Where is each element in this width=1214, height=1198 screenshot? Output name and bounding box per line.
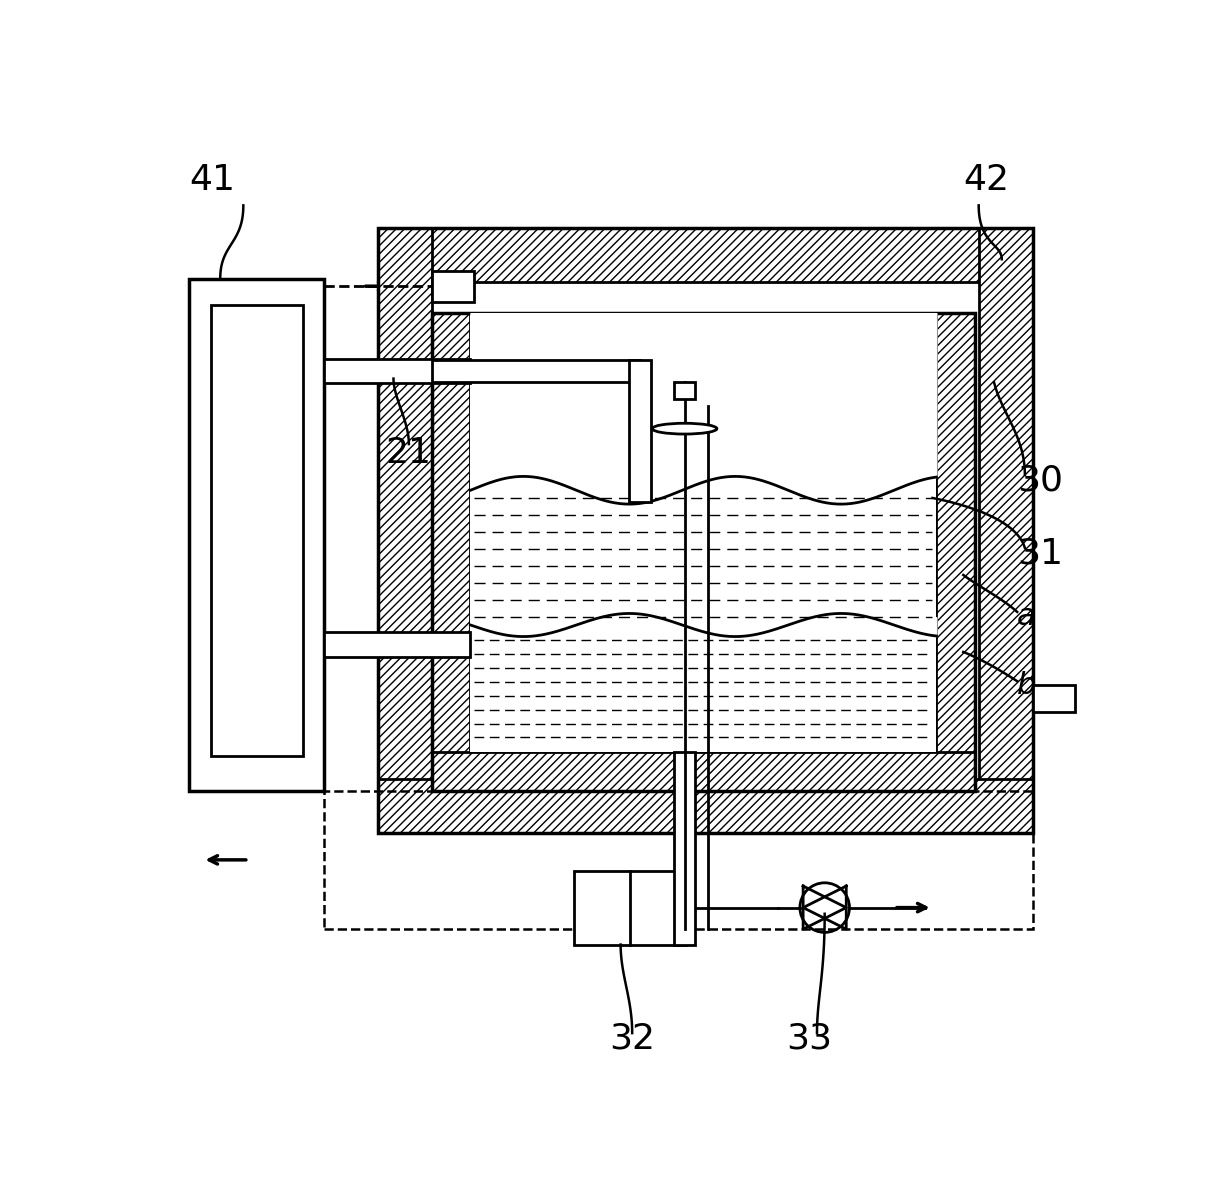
Bar — [432, 283, 978, 779]
Text: 31: 31 — [1017, 537, 1063, 570]
Text: 32: 32 — [609, 1022, 656, 1055]
Bar — [574, 871, 686, 944]
Bar — [324, 791, 1033, 930]
Bar — [432, 313, 975, 791]
Bar — [189, 278, 324, 791]
Bar — [432, 752, 975, 791]
Bar — [432, 313, 471, 791]
Text: 33: 33 — [787, 1022, 832, 1055]
Bar — [211, 305, 302, 756]
Bar — [629, 361, 651, 502]
Bar — [324, 358, 471, 383]
Bar — [1033, 685, 1074, 712]
Bar — [378, 229, 432, 833]
Bar — [674, 752, 696, 944]
Bar — [471, 313, 936, 752]
Bar — [324, 631, 471, 657]
Text: 30: 30 — [1017, 464, 1063, 497]
Text: b: b — [1017, 671, 1037, 701]
Bar — [471, 617, 936, 625]
Text: 41: 41 — [189, 163, 236, 196]
Bar — [432, 271, 475, 302]
Bar — [378, 229, 1033, 833]
Bar — [378, 779, 1033, 833]
Bar — [674, 382, 696, 399]
Text: 21: 21 — [386, 436, 432, 471]
Text: 42: 42 — [963, 163, 1009, 196]
Text: a: a — [1017, 603, 1036, 631]
Ellipse shape — [652, 423, 717, 434]
Bar — [978, 229, 1033, 833]
Bar — [432, 361, 640, 382]
Bar — [936, 313, 975, 791]
Bar — [378, 229, 1033, 283]
